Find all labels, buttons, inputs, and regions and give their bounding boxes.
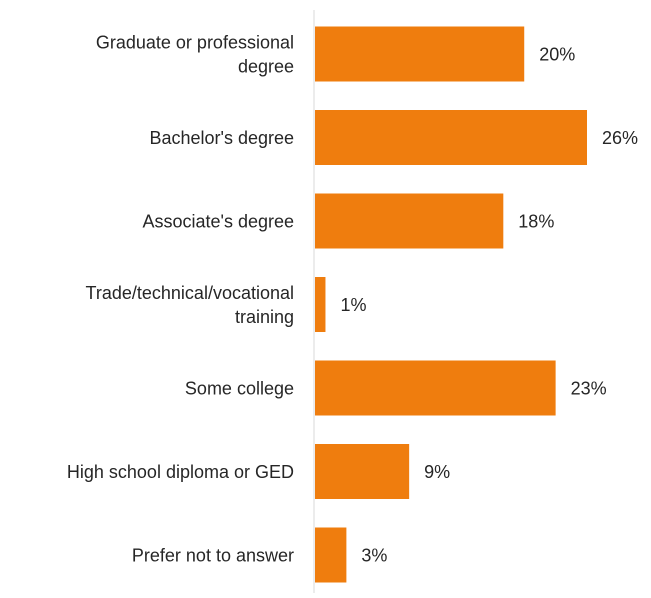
bar bbox=[315, 110, 587, 165]
bars-layer bbox=[315, 26, 587, 583]
category-label: Some college bbox=[185, 378, 294, 398]
category-label-line: Some college bbox=[185, 378, 294, 398]
data-label: 3% bbox=[361, 545, 387, 565]
bar bbox=[315, 277, 326, 332]
bar bbox=[315, 527, 347, 583]
category-label: Prefer not to answer bbox=[132, 545, 294, 565]
category-label-line: Trade/technical/vocational bbox=[86, 283, 294, 303]
category-label: Graduate or professional degree bbox=[96, 32, 294, 76]
data-label: 23% bbox=[571, 378, 607, 398]
bar bbox=[315, 444, 410, 499]
category-label-line: Prefer not to answer bbox=[132, 545, 294, 565]
category-label-line: Bachelor's degree bbox=[149, 128, 294, 148]
data-label: 1% bbox=[340, 295, 366, 315]
category-label: Bachelor's degree bbox=[149, 128, 294, 148]
data-label: 18% bbox=[518, 211, 554, 231]
bar bbox=[315, 26, 525, 82]
bar bbox=[315, 360, 556, 416]
category-label: High school diploma or GED bbox=[67, 462, 294, 482]
data-label: 26% bbox=[602, 128, 638, 148]
labels-layer: 20% Graduate or professional degree 26% Bach… bbox=[67, 32, 638, 565]
category-label-line: Graduate or professional bbox=[96, 32, 294, 52]
category-label-line: degree bbox=[238, 56, 294, 76]
data-label: 9% bbox=[424, 462, 450, 482]
category-label-line: training bbox=[235, 307, 294, 327]
category-label-line: High school diploma or GED bbox=[67, 462, 294, 482]
category-label: Associate's degree bbox=[142, 211, 294, 231]
category-label-line: Associate's degree bbox=[142, 211, 294, 231]
data-label: 20% bbox=[539, 44, 575, 64]
bar bbox=[315, 193, 504, 249]
category-label: Trade/technical/vocational training bbox=[86, 283, 294, 327]
